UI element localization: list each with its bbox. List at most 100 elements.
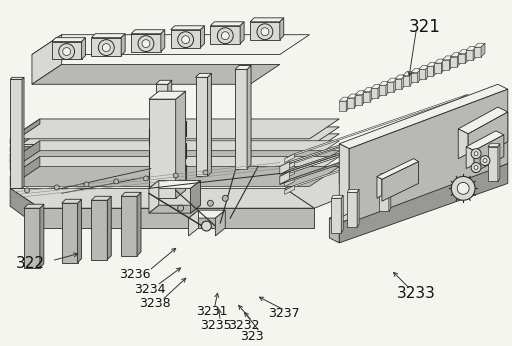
Polygon shape bbox=[10, 141, 339, 161]
Polygon shape bbox=[386, 81, 390, 95]
Polygon shape bbox=[24, 208, 40, 268]
Circle shape bbox=[54, 185, 59, 190]
Polygon shape bbox=[285, 185, 295, 194]
Polygon shape bbox=[347, 189, 359, 192]
Polygon shape bbox=[379, 176, 389, 211]
Polygon shape bbox=[149, 180, 159, 213]
Polygon shape bbox=[121, 34, 125, 55]
Polygon shape bbox=[498, 144, 500, 181]
Polygon shape bbox=[379, 81, 390, 85]
Polygon shape bbox=[285, 110, 468, 174]
Polygon shape bbox=[285, 166, 369, 208]
Polygon shape bbox=[379, 85, 386, 95]
Polygon shape bbox=[196, 73, 211, 77]
Polygon shape bbox=[339, 164, 508, 243]
Polygon shape bbox=[81, 38, 86, 60]
Polygon shape bbox=[149, 99, 176, 198]
Polygon shape bbox=[156, 80, 172, 84]
Polygon shape bbox=[458, 107, 508, 134]
Polygon shape bbox=[458, 54, 465, 63]
Polygon shape bbox=[363, 92, 370, 101]
Polygon shape bbox=[389, 173, 391, 211]
Circle shape bbox=[102, 44, 110, 52]
Polygon shape bbox=[418, 69, 421, 82]
Polygon shape bbox=[10, 166, 339, 186]
Polygon shape bbox=[488, 147, 498, 181]
Polygon shape bbox=[403, 76, 410, 86]
Polygon shape bbox=[370, 88, 374, 101]
Polygon shape bbox=[170, 26, 204, 30]
Polygon shape bbox=[10, 79, 22, 188]
Polygon shape bbox=[473, 46, 477, 60]
Polygon shape bbox=[24, 204, 44, 208]
Text: 3235: 3235 bbox=[201, 319, 232, 332]
Polygon shape bbox=[474, 135, 504, 173]
Polygon shape bbox=[188, 210, 199, 236]
Polygon shape bbox=[378, 84, 382, 98]
Polygon shape bbox=[331, 195, 343, 198]
Polygon shape bbox=[451, 53, 461, 57]
Circle shape bbox=[182, 36, 189, 44]
Polygon shape bbox=[190, 180, 201, 213]
Polygon shape bbox=[285, 170, 295, 179]
Polygon shape bbox=[32, 35, 61, 84]
Polygon shape bbox=[339, 144, 349, 218]
Circle shape bbox=[203, 170, 208, 175]
Circle shape bbox=[178, 32, 194, 48]
Polygon shape bbox=[280, 112, 468, 176]
Circle shape bbox=[178, 205, 184, 211]
Polygon shape bbox=[61, 199, 81, 203]
Polygon shape bbox=[280, 172, 290, 184]
Polygon shape bbox=[131, 34, 161, 52]
Polygon shape bbox=[250, 18, 284, 22]
Polygon shape bbox=[52, 42, 81, 60]
Polygon shape bbox=[410, 72, 414, 86]
Polygon shape bbox=[349, 89, 508, 223]
Polygon shape bbox=[285, 177, 295, 186]
Polygon shape bbox=[371, 84, 382, 89]
Circle shape bbox=[98, 40, 114, 55]
Polygon shape bbox=[355, 95, 362, 105]
Polygon shape bbox=[458, 49, 469, 54]
Polygon shape bbox=[161, 30, 165, 52]
Circle shape bbox=[222, 195, 228, 201]
Circle shape bbox=[471, 149, 481, 158]
Polygon shape bbox=[466, 51, 473, 60]
Polygon shape bbox=[10, 188, 40, 228]
Polygon shape bbox=[201, 26, 204, 48]
Polygon shape bbox=[280, 18, 284, 40]
Polygon shape bbox=[465, 49, 469, 63]
Polygon shape bbox=[280, 102, 468, 166]
Polygon shape bbox=[92, 38, 121, 55]
Polygon shape bbox=[474, 47, 481, 57]
Polygon shape bbox=[329, 158, 508, 223]
Polygon shape bbox=[379, 173, 391, 176]
Circle shape bbox=[173, 173, 178, 178]
Polygon shape bbox=[92, 34, 125, 38]
Polygon shape bbox=[156, 84, 168, 183]
Polygon shape bbox=[339, 97, 350, 101]
Polygon shape bbox=[168, 80, 172, 183]
Polygon shape bbox=[377, 158, 419, 180]
Circle shape bbox=[142, 40, 150, 48]
Polygon shape bbox=[149, 180, 201, 188]
Polygon shape bbox=[354, 94, 358, 108]
Polygon shape bbox=[450, 56, 453, 70]
Polygon shape bbox=[339, 166, 369, 203]
Polygon shape bbox=[441, 59, 445, 73]
Polygon shape bbox=[357, 189, 359, 227]
Circle shape bbox=[451, 176, 475, 200]
Polygon shape bbox=[10, 127, 339, 147]
Circle shape bbox=[62, 48, 71, 55]
Polygon shape bbox=[426, 62, 437, 66]
Text: 3231: 3231 bbox=[197, 305, 228, 318]
Polygon shape bbox=[411, 73, 418, 82]
Circle shape bbox=[471, 163, 481, 173]
Polygon shape bbox=[10, 157, 339, 176]
Polygon shape bbox=[10, 188, 314, 208]
Polygon shape bbox=[10, 127, 40, 152]
Circle shape bbox=[483, 158, 487, 163]
Polygon shape bbox=[355, 91, 366, 95]
Circle shape bbox=[207, 200, 214, 206]
Polygon shape bbox=[435, 63, 441, 73]
